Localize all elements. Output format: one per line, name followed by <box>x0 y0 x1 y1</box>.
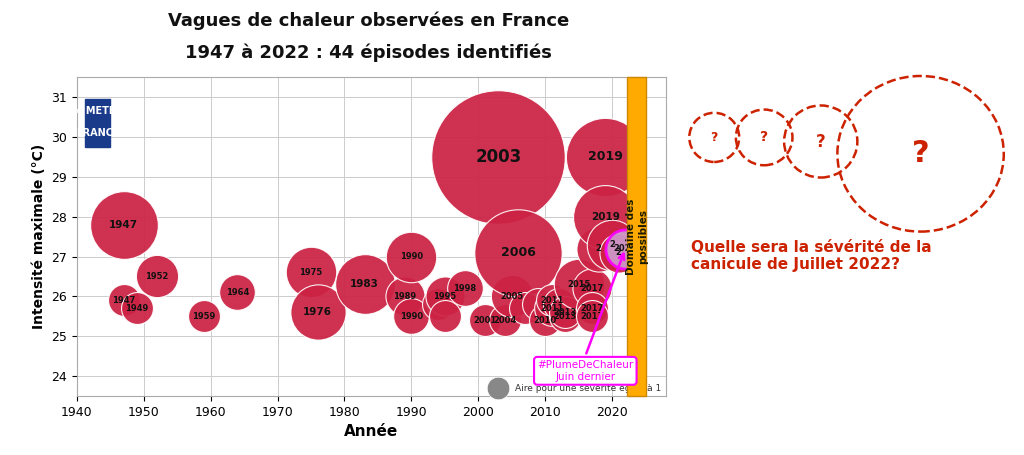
Text: 2017: 2017 <box>581 304 603 313</box>
Point <box>584 285 600 292</box>
Point <box>129 305 145 312</box>
Text: 2017: 2017 <box>581 312 603 321</box>
Point <box>591 245 607 252</box>
Text: 1990: 1990 <box>399 312 423 321</box>
Text: 2013: 2013 <box>554 312 577 321</box>
Text: 1959: 1959 <box>193 312 216 321</box>
Text: 1964: 1964 <box>225 288 249 297</box>
Point <box>617 245 634 252</box>
Point <box>597 153 613 161</box>
Point <box>557 313 573 320</box>
Text: 1947 à 2022 : 44 épisodes identifiés: 1947 à 2022 : 44 épisodes identifiés <box>185 43 552 62</box>
Point <box>457 285 473 292</box>
Text: 1949: 1949 <box>125 304 148 313</box>
Text: ?: ? <box>816 132 825 151</box>
Text: Quelle sera la sévérité de la
canicule de Juillet 2022?: Quelle sera la sévérité de la canicule d… <box>691 240 932 273</box>
Text: 2019: 2019 <box>588 151 623 163</box>
Text: 2003: 2003 <box>475 148 521 166</box>
Point <box>610 249 627 256</box>
Point <box>403 313 420 320</box>
Text: 2011: 2011 <box>541 304 563 313</box>
Text: 2022: 2022 <box>613 244 637 253</box>
Point <box>584 305 600 312</box>
Text: 1947: 1947 <box>112 296 135 305</box>
Text: 2019: 2019 <box>591 212 620 222</box>
Text: 2011: 2011 <box>541 296 563 305</box>
Text: Vagues de chaleur observées en France: Vagues de chaleur observées en France <box>168 11 569 30</box>
Point <box>196 313 212 320</box>
Point <box>550 301 566 308</box>
Text: ?: ? <box>911 139 930 168</box>
Text: 2005: 2005 <box>500 292 523 301</box>
Text: 1990: 1990 <box>399 252 423 261</box>
Text: 2004: 2004 <box>494 316 517 325</box>
Text: 2013: 2013 <box>554 308 577 317</box>
Text: #PlumeDeChaleur
Juin dernier: #PlumeDeChaleur Juin dernier <box>538 360 634 382</box>
Text: 1952: 1952 <box>145 272 169 281</box>
Point <box>570 281 587 288</box>
Text: 2: 2 <box>596 244 602 253</box>
Point <box>430 301 446 308</box>
Point <box>490 384 507 391</box>
Text: Aire pour une sévérité égale à 1: Aire pour une sévérité égale à 1 <box>515 383 662 393</box>
Point <box>604 241 621 248</box>
Text: 2017: 2017 <box>581 284 603 293</box>
Text: 2010: 2010 <box>534 316 557 325</box>
Point <box>303 269 319 276</box>
Y-axis label: Intensité maximale (°C): Intensité maximale (°C) <box>32 144 46 329</box>
Text: 1975: 1975 <box>299 268 323 277</box>
Text: 2006: 2006 <box>501 246 536 259</box>
Text: 2: 2 <box>615 248 622 257</box>
Point <box>497 317 513 324</box>
Point <box>490 153 507 161</box>
Point <box>116 221 132 228</box>
Text: 1995: 1995 <box>433 292 457 301</box>
Point <box>537 317 553 324</box>
Text: 2: 2 <box>609 240 615 249</box>
Text: ?: ? <box>760 131 768 144</box>
Text: 2015: 2015 <box>567 280 590 289</box>
Point <box>436 293 453 300</box>
Text: ?: ? <box>711 131 718 144</box>
Bar <box>628 77 646 396</box>
X-axis label: Année: Année <box>344 424 398 439</box>
Point <box>530 301 547 308</box>
Text: 1976: 1976 <box>303 307 332 317</box>
Point <box>436 313 453 320</box>
Point <box>309 308 326 316</box>
Text: 1989: 1989 <box>393 292 416 301</box>
Point <box>396 293 413 300</box>
Text: ⊙  METEO: ⊙ METEO <box>71 106 124 116</box>
Point <box>477 317 494 324</box>
Point <box>356 281 373 288</box>
Text: FRANCE: FRANCE <box>76 128 120 138</box>
Point <box>557 308 573 316</box>
Point <box>116 297 132 304</box>
Point <box>517 305 534 312</box>
Text: 1947: 1947 <box>110 220 138 230</box>
Text: 2001: 2001 <box>473 316 497 325</box>
Point <box>510 249 526 256</box>
Point <box>544 297 560 304</box>
Text: 1983: 1983 <box>350 279 379 289</box>
Point <box>544 305 560 312</box>
Point <box>148 273 165 280</box>
Text: 1998: 1998 <box>454 284 476 293</box>
Point <box>584 313 600 320</box>
Bar <box>85 99 111 147</box>
Point <box>597 213 613 220</box>
Point <box>504 293 520 300</box>
Text: Domaine des
possibles: Domaine des possibles <box>626 198 647 275</box>
Point <box>403 253 420 260</box>
Point <box>229 288 246 296</box>
